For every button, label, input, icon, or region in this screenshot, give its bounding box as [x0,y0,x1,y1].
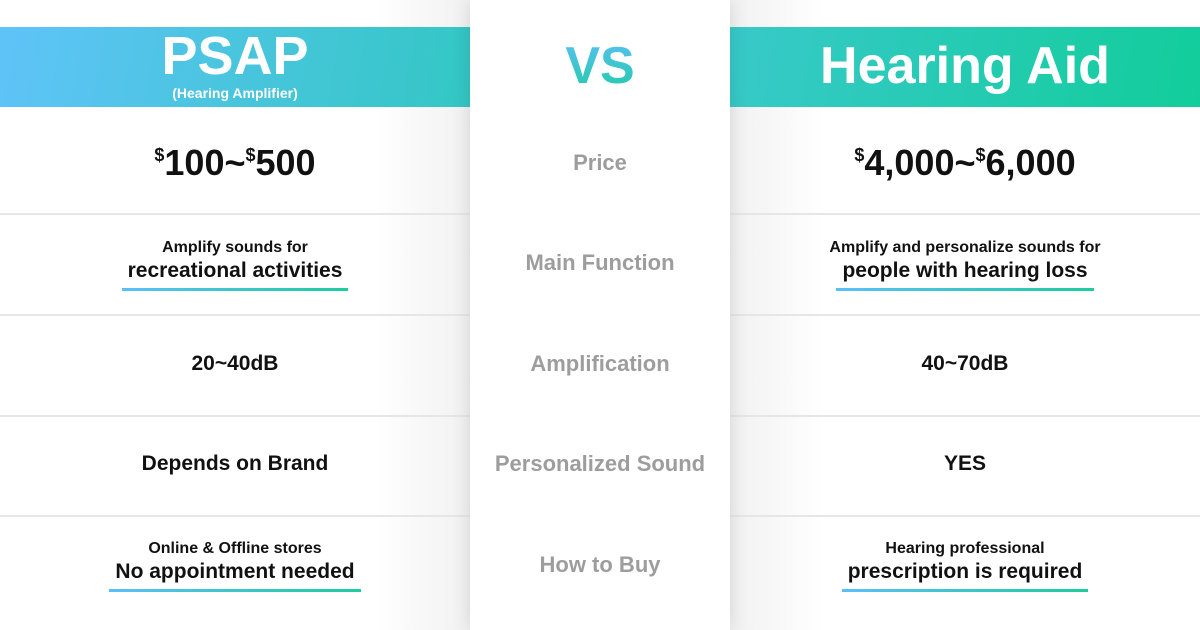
ha-buy: Hearing professional prescription is requ… [730,515,1200,615]
divider [0,314,470,316]
psap-amplification: 20~40dB [191,352,279,375]
currency: $ [975,145,986,165]
label-personalized-sound: Personalized Sound [494,451,706,476]
price-low: 100~ [164,142,246,183]
currency: $ [245,145,256,165]
psap-personalized: Depends on Brand [141,452,329,475]
currency: $ [154,145,165,165]
price-high: 6,000 [985,142,1076,183]
divider [0,515,470,517]
ha-price: $4,000~$6,000 [730,113,1200,213]
ha-personalized: YES [943,452,987,475]
currency: $ [854,145,865,165]
divider [730,415,1200,417]
psap-title: PSAP [161,26,309,86]
hearing-aid-column: Hearing Aid $4,000~$6,000 Amplify and pe… [730,0,1200,630]
function-line2: recreational activities [121,257,349,291]
psap-function: Amplify sounds for recreational activitie… [0,214,470,314]
hearing-aid-header-band [730,27,1200,107]
function-line1: Amplify sounds for [162,238,308,256]
label-amplification: Amplification [530,351,670,376]
psap-column: PSAP (Hearing Amplifier) $100~$500 Ampli… [0,0,470,630]
divider [730,213,1200,215]
criteria-column: VS Price Main Function Amplification Per… [470,0,730,630]
psap-header: PSAP (Hearing Amplifier) [0,26,470,104]
label-how-to-buy: How to Buy [539,552,661,577]
hearing-aid-title: Hearing Aid [820,37,1110,95]
divider [0,415,470,417]
psap-buy: Online & Offline stores No appointment ne… [0,515,470,615]
label-price: Price [573,150,627,175]
divider [730,314,1200,316]
price-high: 500 [255,142,316,183]
psap-price: $100~$500 [0,113,470,213]
price-low: 4,000~ [864,142,976,183]
buy-line2: prescription is required [841,558,1089,592]
divider [0,213,470,215]
ha-function: Amplify and personalize sounds for people… [730,214,1200,314]
vs-label: VS [470,36,730,96]
label-main-function: Main Function [525,250,675,275]
buy-line2: No appointment needed [109,558,361,592]
buy-line1: Hearing professional [885,539,1045,557]
buy-line1: Online & Offline stores [148,539,322,557]
function-line1: Amplify and personalize sounds for [829,238,1101,256]
psap-subtitle: (Hearing Amplifier) [172,85,298,101]
psap-header-band [0,27,470,107]
function-line2: people with hearing loss [836,257,1094,291]
ha-amplification: 40~70dB [921,352,1009,375]
divider [730,515,1200,517]
